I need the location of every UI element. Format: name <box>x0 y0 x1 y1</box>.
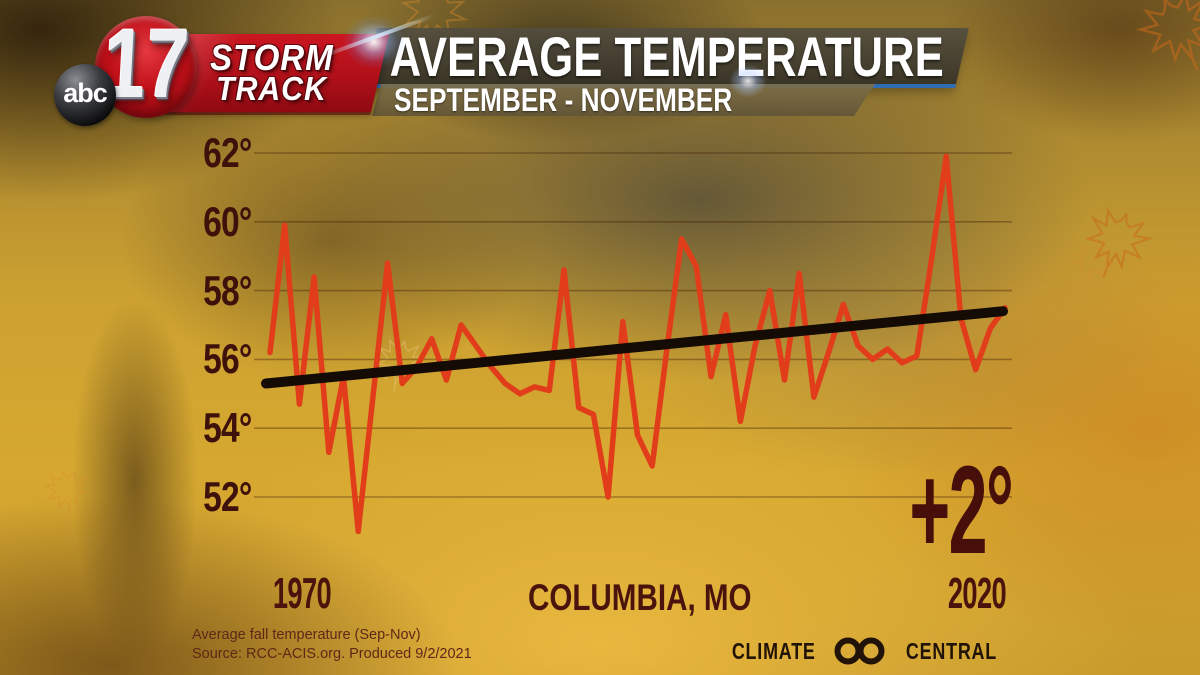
track-text: TRACK <box>216 70 327 108</box>
temperature-line <box>267 153 1008 535</box>
lens-flare-icon <box>332 6 416 78</box>
trend-line <box>261 306 1008 389</box>
page-title: AVERAGE TEMPERATURE <box>389 24 944 88</box>
header-subtitle-bar: SEPTEMBER - NOVEMBER <box>372 84 875 116</box>
climate-central-rings-icon <box>834 637 885 665</box>
x-axis-label-start: 1970 <box>272 569 332 618</box>
location-label: COLUMBIA, MO <box>528 577 752 618</box>
page-subtitle: SEPTEMBER - NOVEMBER <box>394 81 733 118</box>
climate-text-left: CLIMATE <box>731 637 816 664</box>
y-axis-label: 58° <box>203 266 253 314</box>
y-axis-label: 62° <box>203 129 253 176</box>
footer-attribution: Average fall temperature (Sep-Nov) Sourc… <box>192 626 472 664</box>
lens-flare-icon <box>722 58 774 104</box>
gridlines <box>254 152 1012 498</box>
abc-logo-circle: abc <box>54 64 116 126</box>
y-axis-label: 60° <box>203 197 253 245</box>
climate-text-right: CENTRAL <box>905 637 998 664</box>
footer-source: Source: RCC-ACIS.org. Produced 9/2/2021 <box>192 646 472 662</box>
header-title-bar: AVERAGE TEMPERATURE <box>363 25 969 88</box>
abc-logo-text: abc <box>63 78 108 108</box>
y-axis-label: 56° <box>203 335 253 383</box>
y-axis-label: 54° <box>203 404 253 452</box>
trend-annotation: +2° <box>909 441 1013 580</box>
x-axis-label-end: 2020 <box>947 569 1007 618</box>
climate-central-logo: CLIMATE CENTRAL <box>731 635 1010 667</box>
footer-note: Average fall temperature (Sep-Nov) <box>192 627 421 643</box>
y-axis-label: 52° <box>203 473 253 520</box>
